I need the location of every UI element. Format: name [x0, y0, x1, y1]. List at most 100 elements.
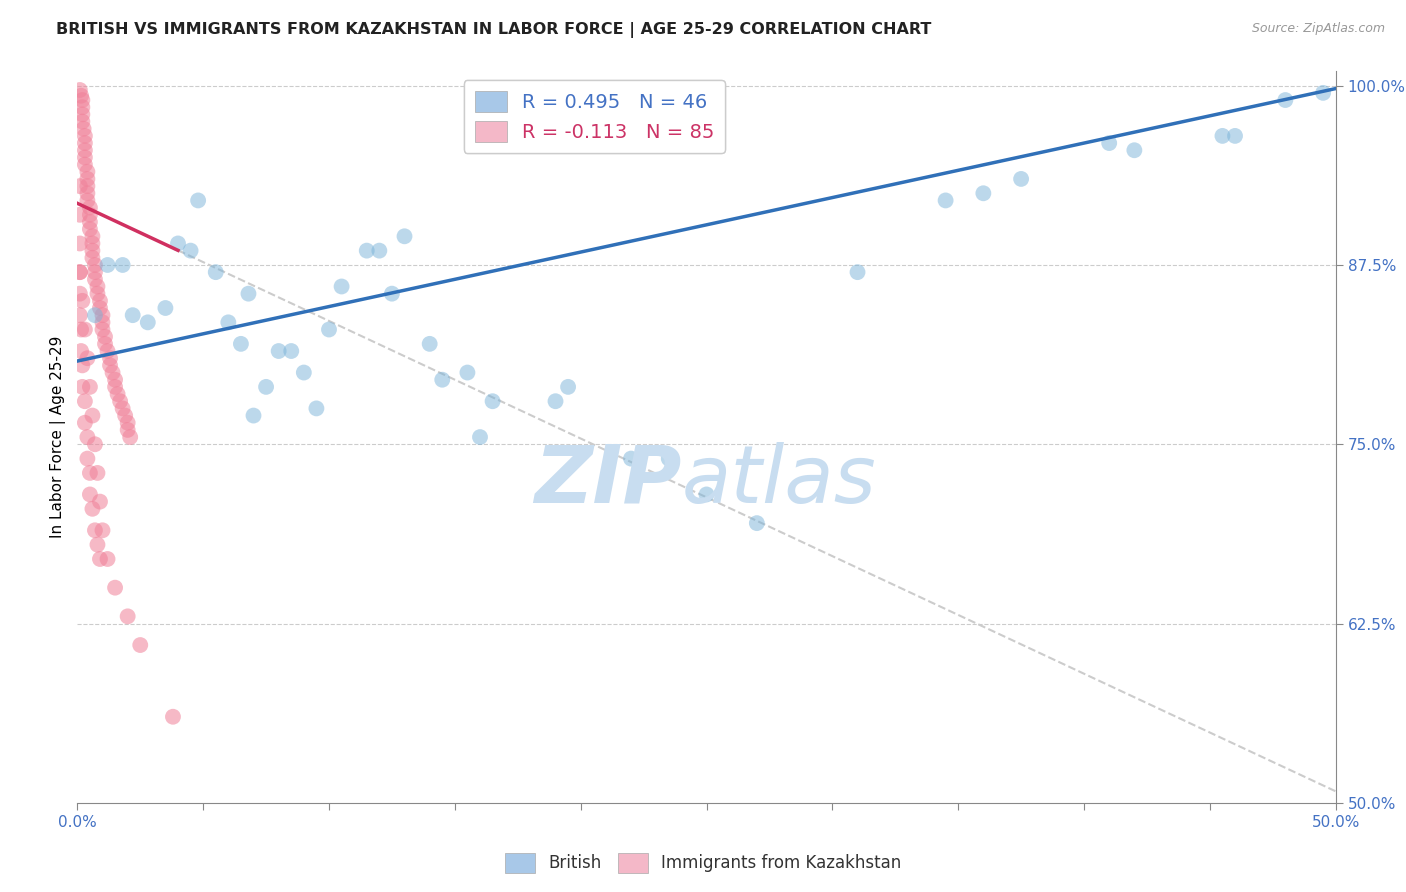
Point — [69, 265, 91, 279]
Point — [111, 258, 134, 272]
Point — [98, 359, 121, 373]
Point — [204, 265, 226, 279]
Point — [136, 315, 159, 329]
Point — [84, 308, 107, 322]
Text: Source: ZipAtlas.com: Source: ZipAtlas.com — [1251, 22, 1385, 36]
Point — [1312, 86, 1334, 100]
Point — [72, 293, 94, 308]
Point — [73, 416, 96, 430]
Point — [69, 236, 91, 251]
Point — [82, 251, 104, 265]
Legend: British, Immigrants from Kazakhstan: British, Immigrants from Kazakhstan — [498, 847, 908, 880]
Point — [117, 423, 139, 437]
Point — [84, 272, 107, 286]
Point — [620, 451, 643, 466]
Point — [104, 380, 127, 394]
Point — [82, 236, 104, 251]
Point — [187, 194, 209, 208]
Point — [557, 380, 579, 394]
Point — [84, 524, 107, 538]
Point — [96, 258, 118, 272]
Point — [1223, 128, 1246, 143]
Point — [69, 208, 91, 222]
Point — [98, 351, 121, 366]
Point — [117, 416, 139, 430]
Point — [76, 179, 98, 194]
Point — [73, 150, 96, 164]
Point — [1274, 93, 1296, 107]
Point — [91, 322, 114, 336]
Point — [972, 186, 994, 201]
Point — [104, 373, 127, 387]
Point — [86, 279, 108, 293]
Point — [162, 710, 184, 724]
Point — [69, 308, 91, 322]
Point — [72, 380, 94, 394]
Point — [70, 88, 93, 103]
Point — [73, 322, 96, 336]
Point — [318, 322, 340, 336]
Point — [419, 336, 441, 351]
Point — [91, 315, 114, 329]
Text: atlas: atlas — [682, 442, 876, 520]
Point — [368, 244, 391, 258]
Point — [82, 501, 104, 516]
Point — [104, 581, 127, 595]
Point — [70, 344, 93, 359]
Point — [91, 308, 114, 322]
Point — [394, 229, 416, 244]
Point — [91, 524, 114, 538]
Point — [217, 315, 239, 329]
Text: ZIP: ZIP — [534, 442, 682, 520]
Point — [89, 552, 111, 566]
Point — [73, 143, 96, 157]
Point — [76, 194, 98, 208]
Point — [1098, 136, 1121, 150]
Point — [292, 366, 315, 380]
Point — [101, 366, 124, 380]
Point — [72, 100, 94, 114]
Point — [229, 336, 252, 351]
Point — [1211, 128, 1233, 143]
Point — [267, 344, 290, 359]
Point — [481, 394, 503, 409]
Point — [79, 201, 101, 215]
Point — [1010, 172, 1032, 186]
Point — [846, 265, 869, 279]
Point — [935, 194, 957, 208]
Point — [117, 609, 139, 624]
Text: BRITISH VS IMMIGRANTS FROM KAZAKHSTAN IN LABOR FORCE | AGE 25-29 CORRELATION CHA: BRITISH VS IMMIGRANTS FROM KAZAKHSTAN IN… — [56, 22, 932, 38]
Point — [69, 265, 91, 279]
Point — [84, 265, 107, 279]
Point — [330, 279, 353, 293]
Point — [73, 394, 96, 409]
Point — [238, 286, 260, 301]
Point — [76, 430, 98, 444]
Point — [69, 286, 91, 301]
Point — [69, 179, 91, 194]
Point — [696, 487, 718, 501]
Point — [73, 128, 96, 143]
Point — [120, 430, 142, 444]
Point — [76, 165, 98, 179]
Point — [76, 186, 98, 201]
Point — [155, 301, 177, 315]
Point — [94, 336, 117, 351]
Point — [96, 344, 118, 359]
Point — [89, 494, 111, 508]
Point — [114, 409, 136, 423]
Point — [79, 208, 101, 222]
Point — [86, 286, 108, 301]
Point — [84, 437, 107, 451]
Point — [121, 308, 143, 322]
Point — [89, 301, 111, 315]
Point — [111, 401, 134, 416]
Y-axis label: In Labor Force | Age 25-29: In Labor Force | Age 25-29 — [51, 336, 66, 538]
Point — [72, 359, 94, 373]
Point — [658, 451, 681, 466]
Legend: R = 0.495   N = 46, R = -0.113   N = 85: R = 0.495 N = 46, R = -0.113 N = 85 — [464, 80, 725, 153]
Point — [79, 215, 101, 229]
Point — [381, 286, 404, 301]
Point — [84, 258, 107, 272]
Point — [456, 366, 478, 380]
